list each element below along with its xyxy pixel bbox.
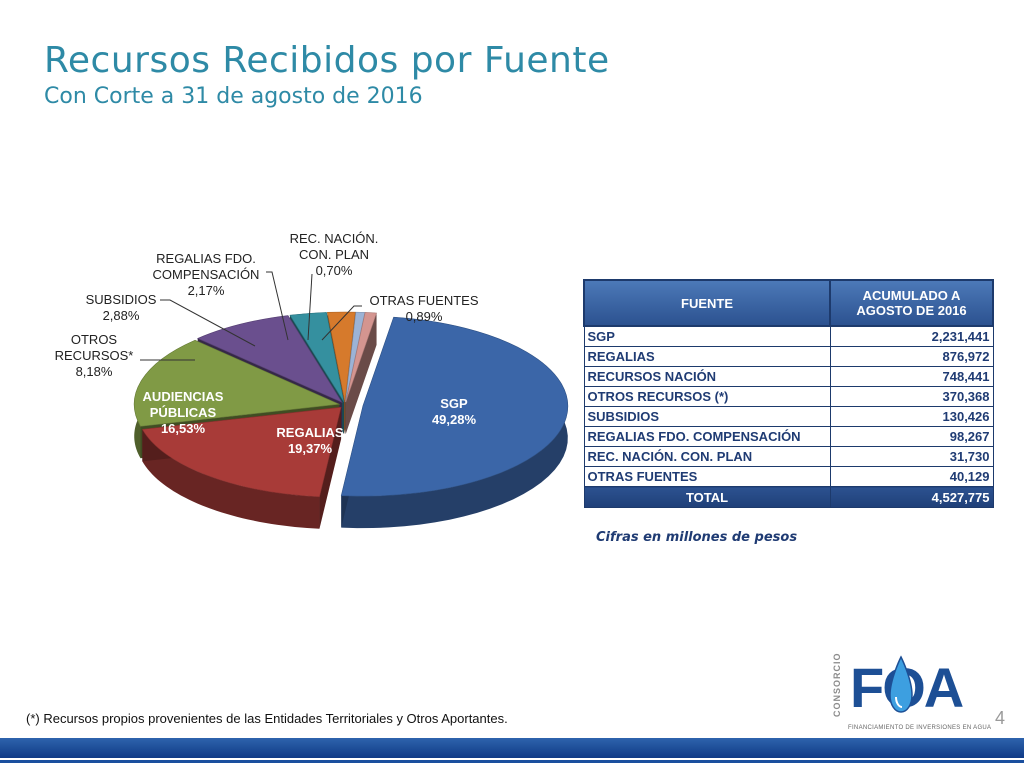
table-total-row: TOTAL 4,527,775 xyxy=(583,486,994,508)
pie-slice-audiencias-p-blicas xyxy=(133,339,341,427)
footnote: (*) Recursos propios provenientes de las… xyxy=(26,711,508,726)
table-cell-fuente: SGP xyxy=(583,326,830,347)
footer-bar xyxy=(0,738,1024,758)
table-total-value: 4,527,775 xyxy=(829,486,994,508)
table-row: OTROS RECURSOS (*) 370,368 xyxy=(583,386,994,407)
table-cell-fuente: RECURSOS NACIÓN xyxy=(583,366,830,387)
pie-label-otros-recursos: OTROS RECURSOS* 8,18% xyxy=(55,332,134,379)
table-cell-valor: 748,441 xyxy=(829,366,994,387)
pie-slice-sgp xyxy=(340,316,569,497)
table-row: SUBSIDIOS 130,426 xyxy=(583,406,994,427)
table-row: REGALIAS 876,972 xyxy=(583,346,994,367)
pie-slice-regalias xyxy=(141,406,342,498)
table-row: SGP 2,231,441 xyxy=(583,326,994,347)
units-note: Cifras en millones de pesos xyxy=(596,530,798,545)
table-cell-valor: 31,730 xyxy=(829,446,994,467)
pie-slice-otros-recursos- xyxy=(197,315,343,404)
leader-subsidios xyxy=(160,299,256,347)
leader-otras-fuentes xyxy=(321,305,362,341)
pie-label-audiencias-value: 16,53% xyxy=(161,421,206,436)
table-row: OTRAS FUENTES 40,129 xyxy=(583,466,994,487)
table-cell-fuente: REGALIAS xyxy=(583,346,830,367)
table-total-label: TOTAL xyxy=(583,486,830,508)
table-cell-valor: 876,972 xyxy=(829,346,994,367)
pie-slice-otras-fuentes xyxy=(345,312,377,403)
water-drop-icon xyxy=(889,655,913,713)
pie-side-7-1 xyxy=(345,313,377,435)
table-cell-valor: 2,231,441 xyxy=(829,326,994,347)
page-number: 4 xyxy=(995,708,1006,728)
leader-rec-nacion xyxy=(307,273,313,341)
pie-slice-regalias-fdo-compensaci-n xyxy=(327,311,356,403)
logo-side-text: CONSORCIO xyxy=(832,652,842,717)
table-cell-valor: 98,267 xyxy=(829,426,994,447)
page-title: Recursos Recibidos por Fuente xyxy=(44,40,610,81)
foa-logo: CONSORCIO FOA FINANCIAMIENTO DE INVERSIO… xyxy=(832,652,991,735)
table-cell-fuente: SUBSIDIOS xyxy=(583,406,830,427)
table-cell-fuente: REC. NACIÓN. CON. PLAN xyxy=(583,446,830,467)
page-subtitle: Con Corte a 31 de agosto de 2016 xyxy=(44,84,423,109)
pie-label-regalias-fdo: REGALIAS FDO. COMPENSACIÓN 2,17% xyxy=(153,251,260,298)
table-row: REGALIAS FDO. COMPENSACIÓN 98,267 xyxy=(583,426,994,447)
table-cell-fuente: REGALIAS FDO. COMPENSACIÓN xyxy=(583,426,830,447)
table-cell-valor: 40,129 xyxy=(829,466,994,487)
table-cell-valor: 130,426 xyxy=(829,406,994,427)
footer-line xyxy=(0,760,1024,763)
table-cell-fuente: OTROS RECURSOS (*) xyxy=(583,386,830,407)
table-row: RECURSOS NACIÓN 748,441 xyxy=(583,366,994,387)
table-cell-fuente: OTRAS FUENTES xyxy=(583,466,830,487)
pie-label-subsidios: SUBSIDIOS 2,88% xyxy=(86,292,157,323)
leader-regalias-fdo xyxy=(266,271,289,341)
table-header-fuente: FUENTE xyxy=(583,279,831,327)
pie-label-sgp: SGP 49,28% xyxy=(432,396,477,427)
sources-table: FUENTE ACUMULADO A AGOSTO DE 2016 SGP 2,… xyxy=(583,279,994,508)
pie-label-rec-nacion: REC. NACIÓN. CON. PLAN 0,70% xyxy=(290,231,379,278)
table-cell-valor: 370,368 xyxy=(829,386,994,407)
pie-wall-1 xyxy=(142,429,320,529)
pie-slice-subsidios xyxy=(289,312,345,403)
table-row: REC. NACIÓN. CON. PLAN 31,730 xyxy=(583,446,994,467)
logo-tagline: FINANCIAMIENTO DE INVERSIONES EN AGUA xyxy=(848,725,992,731)
pie-label-audiencias: AUDIENCIAS PÚBLICAS xyxy=(143,389,224,420)
pie-label-regalias: REGALIAS 19,37% xyxy=(276,425,344,456)
pie-label-otras-fuentes: OTRAS FUENTES 0,89% xyxy=(369,293,478,324)
table-header-acumulado: ACUMULADO A AGOSTO DE 2016 xyxy=(829,279,994,327)
